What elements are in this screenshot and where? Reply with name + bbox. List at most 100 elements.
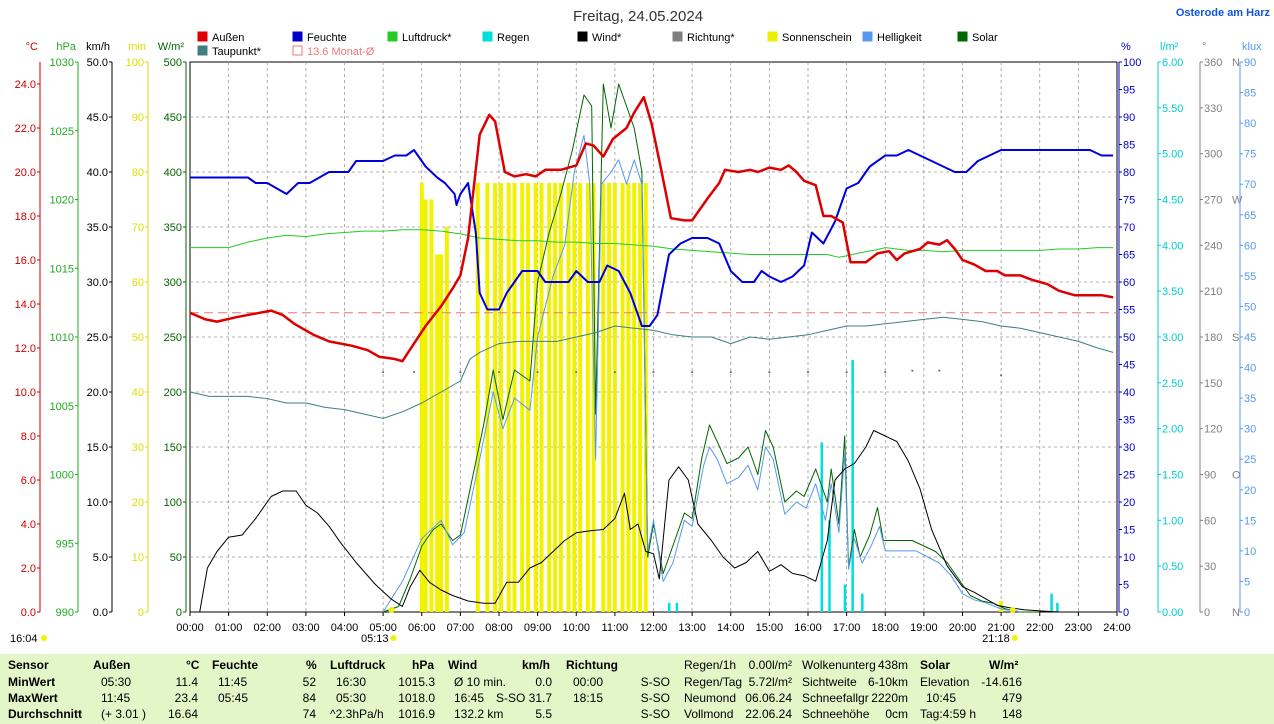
- stats-header-feuchte-unit: %: [306, 658, 317, 672]
- axis-tick-label: 4.00: [1162, 240, 1183, 252]
- solar-line: [382, 83, 1040, 613]
- stats-cell: (+ 3.01 ): [101, 707, 147, 721]
- time-tick-label: 20:00: [949, 622, 977, 634]
- axis-tick-label: 500: [164, 57, 182, 69]
- moon-value: 22.06.24: [745, 707, 792, 721]
- time-tick-label: 13:00: [678, 622, 706, 634]
- wind-direction-point: [613, 371, 616, 374]
- axis-tick-label: 0: [1204, 607, 1210, 619]
- axis-tick-label: 25: [1123, 470, 1135, 482]
- stats-cell: 84: [302, 691, 316, 705]
- axis-tick-label: 50: [170, 552, 182, 564]
- axis-tick-label: 3.50: [1162, 286, 1183, 298]
- location-label[interactable]: Osterode am Harz: [1176, 7, 1271, 19]
- stats-header-luftdruck-unit: hPa: [412, 658, 435, 672]
- direction-label: S: [1232, 332, 1239, 344]
- stats-header-solar-unit: W/m²: [989, 658, 1019, 672]
- time-tick-label: 22:00: [1026, 622, 1054, 634]
- axis-tick-label: 1030: [50, 57, 74, 69]
- stats-header-sensor: Sensor: [8, 658, 49, 672]
- wind-direction-point: [884, 371, 887, 374]
- axis-tick-label: 330: [1204, 103, 1222, 115]
- axis-tick-label: 45.0: [87, 112, 108, 124]
- stats-cell: ^2.3hPa/h: [330, 707, 384, 721]
- axis-tick-label: 45: [1244, 332, 1256, 344]
- axis-tick-label: 20: [132, 497, 144, 509]
- wind-direction-point: [382, 371, 385, 374]
- wind-direction-point: [938, 369, 941, 372]
- axis-tick-label: 90: [132, 112, 144, 124]
- solar-value: 479: [1001, 691, 1022, 705]
- axis-tick-label: 20.0: [87, 387, 108, 399]
- legend-label: Richtung*: [687, 32, 735, 44]
- legend-swatch: [387, 31, 398, 42]
- time-tick-label: 24:00: [1103, 622, 1131, 634]
- stats-header-luftdruck: Luftdruck: [330, 658, 386, 672]
- axis-tick-label: 18.0: [15, 211, 36, 223]
- current-time-label: 16:04: [10, 633, 38, 645]
- sunshine-bar: [612, 183, 617, 612]
- sunshine-bar: [632, 183, 637, 612]
- direction-label: O: [1232, 470, 1241, 482]
- axis-tick-label: 0: [1123, 607, 1129, 619]
- axis-tick-label: 60: [1244, 240, 1256, 252]
- axis-tick-label: 15: [1244, 515, 1256, 527]
- pressure-line: [190, 229, 1114, 258]
- axis-tick-label: 80: [132, 167, 144, 179]
- left-axes: °C 0.0 2.0 4.0 6.0 8.0 10.0 12.0 14.0 16.0 18.0 20.…: [15, 41, 187, 619]
- wind-direction-point: [459, 371, 462, 374]
- axis-tick-label: 1.50: [1162, 470, 1183, 482]
- cloud-value: 0cm: [885, 707, 908, 721]
- time-tick-label: 01:00: [215, 622, 243, 634]
- sunshine-bar: [626, 183, 631, 612]
- axis-tick-label: 85: [1123, 140, 1135, 152]
- axis-tick-label: 40.0: [87, 167, 108, 179]
- time-tick-label: 08:00: [485, 622, 513, 634]
- legend-label: Sonnenschein: [782, 32, 852, 44]
- chart-title: Freitag, 24.05.2024: [573, 8, 703, 25]
- legend-swatch: [957, 31, 968, 42]
- temperature-line: [189, 95, 1114, 363]
- legend-swatch: [672, 31, 683, 42]
- time-tick-label: 09:00: [524, 622, 552, 634]
- cloud-label: Schneefallgr: [802, 691, 869, 705]
- axis-tick-label: 50: [132, 332, 144, 344]
- time-tick-label: 11:00: [602, 622, 629, 634]
- axis-tick-label: 0: [138, 607, 144, 619]
- legend-swatch: [292, 45, 303, 56]
- stats-cell: 16.64: [167, 707, 198, 721]
- axis-tick-label: 70: [1244, 179, 1256, 191]
- wind-direction-point: [729, 371, 732, 374]
- sunshine-bar: [435, 254, 440, 612]
- stats-cell: 0.0: [535, 675, 552, 689]
- stats-cell: S-SO: [640, 675, 670, 689]
- stats-cell: S-SO: [640, 707, 670, 721]
- axis-tick-label: 10: [1244, 546, 1256, 558]
- sunshine-bar: [475, 183, 480, 612]
- sunshine-bar: [423, 199, 428, 612]
- humidity-line: [190, 149, 1114, 327]
- stats-cell: 00:00: [573, 675, 604, 689]
- moon-value: 06.06.24: [745, 691, 792, 705]
- axis-tick-label: 70: [1123, 222, 1135, 234]
- axis-tick-label: 30: [1204, 561, 1216, 573]
- time-tick-label: 12:00: [640, 622, 668, 634]
- stats-header-aussen: Außen: [93, 658, 131, 672]
- axis-tick-label: 5.0: [93, 552, 108, 564]
- stats-row-label: MaxWert: [8, 691, 58, 705]
- sunset-label: 21:18: [982, 633, 1010, 645]
- axis-tick-label: 2.0: [21, 563, 36, 575]
- sunshine-bar: [553, 183, 558, 612]
- time-tick-label: 14:00: [717, 622, 745, 634]
- wind-direction-point: [911, 369, 914, 372]
- axis-tick-label: 35.0: [87, 222, 108, 234]
- grid: [190, 62, 1117, 612]
- sunrise-marker: [388, 607, 395, 613]
- solar-value: 148: [1001, 707, 1022, 721]
- axis-tick-label: 15: [1123, 525, 1135, 537]
- legend-swatch: [767, 31, 778, 42]
- stats-cell: 16:30: [336, 675, 367, 689]
- axis-unit-label: °: [1202, 41, 1206, 53]
- axis-tick-label: 0: [176, 607, 182, 619]
- legend-swatch: [577, 31, 588, 42]
